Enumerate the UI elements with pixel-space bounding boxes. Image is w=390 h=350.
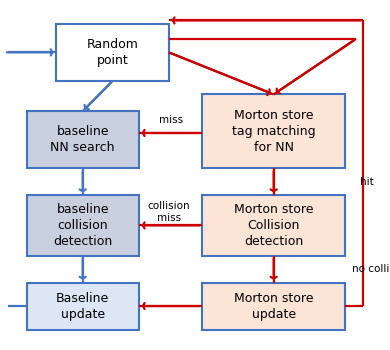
Text: baseline
NN search: baseline NN search: [50, 125, 115, 154]
FancyBboxPatch shape: [27, 195, 139, 256]
Text: Morton store
tag matching
for NN: Morton store tag matching for NN: [232, 109, 316, 154]
Text: hit: hit: [360, 177, 374, 187]
Text: no collision: no collision: [352, 264, 390, 274]
Text: collision
miss: collision miss: [147, 201, 190, 223]
Text: Random
point: Random point: [87, 38, 138, 67]
FancyBboxPatch shape: [202, 282, 345, 330]
FancyBboxPatch shape: [27, 111, 139, 168]
FancyBboxPatch shape: [202, 195, 345, 256]
Text: miss: miss: [159, 114, 183, 125]
Text: baseline
collision
detection: baseline collision detection: [53, 203, 112, 248]
Text: Morton store
update: Morton store update: [234, 292, 314, 321]
FancyBboxPatch shape: [57, 24, 169, 81]
Text: Baseline
update: Baseline update: [56, 292, 109, 321]
FancyBboxPatch shape: [27, 282, 139, 330]
Text: Morton store
Collision
detection: Morton store Collision detection: [234, 203, 314, 248]
FancyBboxPatch shape: [202, 94, 345, 168]
